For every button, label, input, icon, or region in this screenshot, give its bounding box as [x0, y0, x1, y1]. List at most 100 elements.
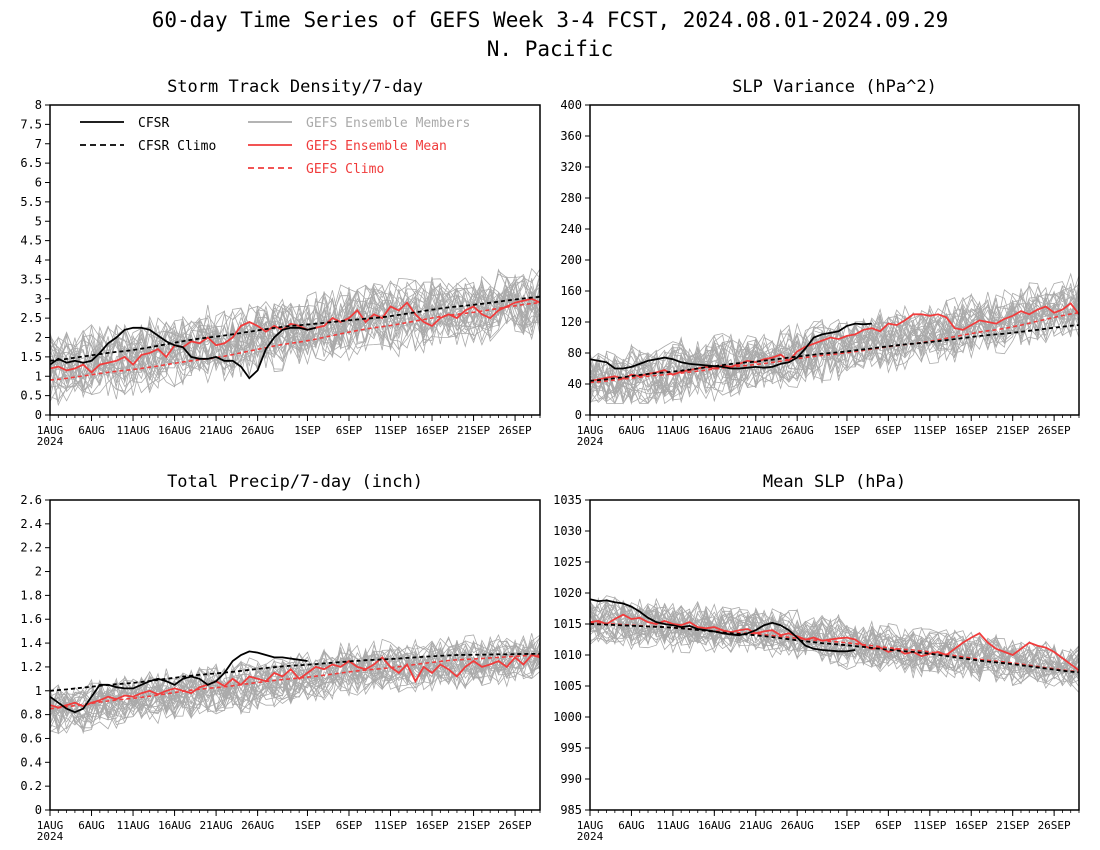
x-tick-label: 21AUG: [739, 424, 772, 437]
x-tick-label: 26SEP: [499, 424, 532, 437]
y-tick-label: 1.2: [20, 660, 42, 674]
chart-subtitle: N. Pacific: [487, 37, 613, 61]
member-line: [49, 640, 541, 716]
member-line: [589, 298, 1080, 404]
y-tick-label: 7: [35, 137, 42, 151]
x-tick-label: 21AUG: [200, 424, 233, 437]
x-tick-label: 6AUG: [78, 424, 105, 437]
y-tick-label: 2: [35, 331, 42, 345]
x-tick-label: 16SEP: [955, 819, 988, 832]
x-tick-label: 1AUG: [37, 424, 64, 437]
x-tick-label: 6AUG: [78, 819, 105, 832]
x-tick-label: 26AUG: [241, 819, 274, 832]
y-tick-label: 1020: [553, 586, 582, 600]
x-tick-label: 21SEP: [457, 424, 490, 437]
cfsr-line: [589, 322, 872, 370]
y-tick-label: 1: [35, 684, 42, 698]
x-tick-label: 26AUG: [781, 424, 814, 437]
x-tick-label: 6AUG: [618, 424, 645, 437]
member-line: [49, 643, 541, 729]
legend-gefs-climo-label: GEFS Climo: [306, 162, 384, 177]
x-tick-label: 26SEP: [1038, 819, 1071, 832]
cfsr-climo-line: [589, 324, 1080, 382]
x-tick-label: 26AUG: [781, 819, 814, 832]
y-tick-label: 1035: [553, 493, 582, 507]
y-tick-label: 0.8: [20, 708, 42, 722]
x-tick-label: 6SEP: [875, 819, 902, 832]
y-tick-label: 8: [35, 98, 42, 112]
y-tick-label: 2.2: [20, 541, 42, 555]
y-tick-label: 0.6: [20, 731, 42, 745]
y-tick-label: 0.5: [20, 389, 42, 403]
y-tick-label: 5: [35, 214, 42, 228]
x-tick-label: 16SEP: [955, 424, 988, 437]
x-tick-label: 1SEP: [834, 424, 861, 437]
y-tick-label: 360: [560, 129, 582, 143]
legend-cfsr-climo-label: CFSR Climo: [138, 139, 216, 154]
y-tick-label: 2.4: [20, 517, 42, 531]
y-tick-label: 1.6: [20, 612, 42, 626]
x-tick-label: 11AUG: [116, 424, 149, 437]
panel-title: SLP Variance (hPa^2): [732, 77, 937, 97]
x-tick-label: 6SEP: [336, 424, 363, 437]
y-tick-label: 240: [560, 222, 582, 236]
panel-2: SLP Variance (hPa^2) 0 40 80 120 160 200 240 280…: [560, 77, 1080, 448]
x-tick-label: 26SEP: [1038, 424, 1071, 437]
x-year-label: 2024: [37, 435, 64, 448]
panel-1: Storm Track Density/7-day 0 0.5 1 1.5 2 2.5 3 3.…: [20, 77, 541, 448]
x-tick-label: 16SEP: [415, 819, 448, 832]
x-tick-label: 11SEP: [913, 819, 946, 832]
y-tick-label: 160: [560, 284, 582, 298]
y-tick-label: 3: [35, 292, 42, 306]
x-tick-label: 6SEP: [336, 819, 363, 832]
x-tick-label: 6AUG: [618, 819, 645, 832]
y-tick-label: 1000: [553, 710, 582, 724]
panel-4: Mean SLP (hPa) 985 990 995 1000 1005 1010 1015 1…: [553, 472, 1080, 843]
y-tick-label: 4: [35, 253, 42, 267]
cfsr-climo-line: [589, 623, 1080, 674]
cfsr-line: [589, 598, 856, 653]
member-line: [589, 296, 1080, 405]
y-tick-label: 985: [560, 803, 582, 817]
member-line: [49, 649, 541, 734]
member-line: [589, 294, 1080, 399]
panels-group: Storm Track Density/7-day 0 0.5 1 1.5 2 2.5 3 3.…: [20, 77, 1080, 843]
x-tick-label: 1AUG: [577, 819, 604, 832]
gefs-climo-line: [589, 311, 1080, 384]
y-tick-label: 6: [35, 176, 42, 190]
member-line: [589, 609, 1080, 682]
member-line: [49, 634, 541, 720]
member-line: [49, 284, 541, 396]
gefs-mean-line: [49, 653, 541, 709]
legend-cfsr-label: CFSR: [138, 116, 169, 131]
legend-gefs-mean-label: GEFS Ensemble Mean: [306, 139, 447, 154]
cfsr-line: [49, 326, 317, 380]
x-tick-label: 21AUG: [739, 819, 772, 832]
x-tick-label: 1SEP: [294, 819, 321, 832]
gefs-mean-line: [589, 302, 1080, 382]
member-line: [49, 649, 541, 735]
x-tick-label: 21AUG: [200, 819, 233, 832]
member-line: [49, 284, 541, 389]
y-tick-label: 200: [560, 253, 582, 267]
member-line: [589, 285, 1080, 399]
x-tick-label: 16AUG: [158, 819, 191, 832]
x-tick-label: 1SEP: [294, 424, 321, 437]
member-line: [49, 278, 541, 386]
y-tick-label: 1030: [553, 524, 582, 538]
x-tick-label: 11AUG: [656, 424, 689, 437]
y-tick-label: 0.4: [20, 755, 42, 769]
x-tick-label: 1AUG: [577, 424, 604, 437]
panel-title: Mean SLP (hPa): [763, 472, 906, 492]
x-year-label: 2024: [577, 830, 604, 843]
x-tick-label: 16AUG: [158, 424, 191, 437]
chart-title: 60-day Time Series of GEFS Week 3-4 FCST…: [152, 8, 949, 32]
y-tick-label: 1: [35, 369, 42, 383]
x-tick-label: 11AUG: [116, 819, 149, 832]
y-tick-label: 400: [560, 98, 582, 112]
cfsr-climo-line: [49, 652, 541, 692]
legend-members-label: GEFS Ensemble Members: [306, 116, 470, 131]
y-tick-label: 1010: [553, 648, 582, 662]
